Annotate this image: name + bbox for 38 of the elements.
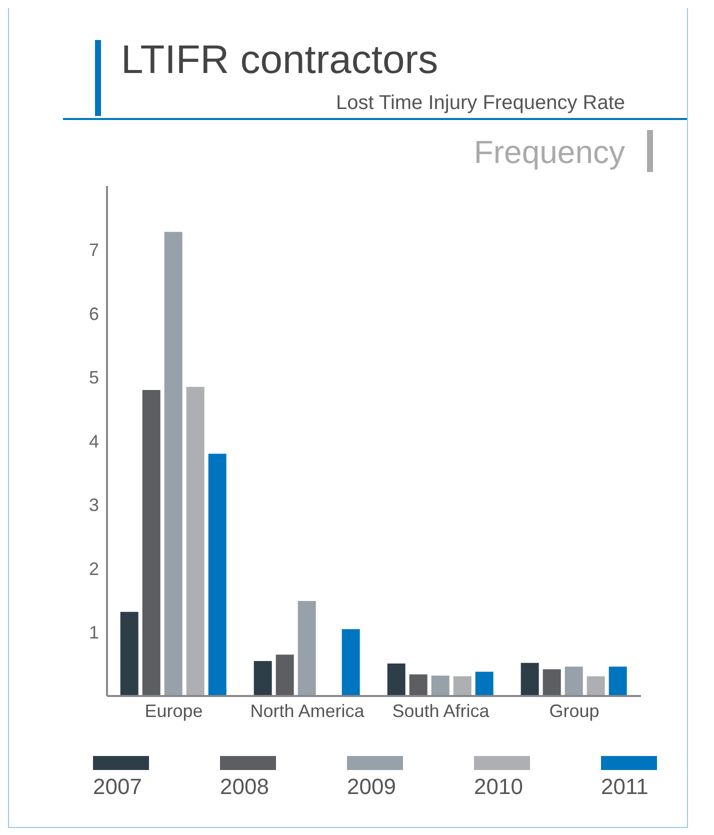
bar xyxy=(342,629,360,696)
y-tick-label: 1 xyxy=(88,622,99,643)
bar xyxy=(564,666,583,696)
bar xyxy=(586,676,605,696)
bar xyxy=(208,454,226,696)
bar xyxy=(520,662,539,696)
legend-label: 2009 xyxy=(347,774,396,800)
legend-label: 2007 xyxy=(93,774,142,800)
bar xyxy=(387,663,406,696)
x-tick-label: South Africa xyxy=(392,700,490,721)
x-tick-label: Group xyxy=(549,700,600,721)
bar xyxy=(542,669,561,696)
y-tick-label: 6 xyxy=(88,304,99,324)
legend-label: 2008 xyxy=(220,774,269,800)
y-tick-label: 7 xyxy=(88,240,99,260)
bar xyxy=(186,386,204,696)
bar xyxy=(276,654,294,696)
y-tick-label: 2 xyxy=(88,558,99,579)
y-tick-label: 5 xyxy=(88,368,99,388)
bar xyxy=(254,660,272,696)
bar xyxy=(608,666,627,696)
chart-title: LTIFR contractors xyxy=(121,38,438,83)
bar xyxy=(431,676,450,696)
bar xyxy=(164,232,182,696)
bar xyxy=(120,612,138,696)
y-axis-title: Frequency xyxy=(474,134,625,171)
bar xyxy=(298,601,316,696)
x-tick-label: Europe xyxy=(144,700,203,721)
legend-label: 2011 xyxy=(601,774,648,800)
bar xyxy=(142,390,160,696)
chart-subtitle: Lost Time Injury Frequency Rate xyxy=(336,92,625,115)
bar xyxy=(409,674,428,696)
legend-label: 2010 xyxy=(474,774,523,800)
x-tick-label: North America xyxy=(250,700,366,721)
bar xyxy=(453,676,472,696)
bar xyxy=(475,672,494,696)
y-tick-label: 4 xyxy=(88,431,99,452)
y-tick-label: 3 xyxy=(88,495,99,516)
